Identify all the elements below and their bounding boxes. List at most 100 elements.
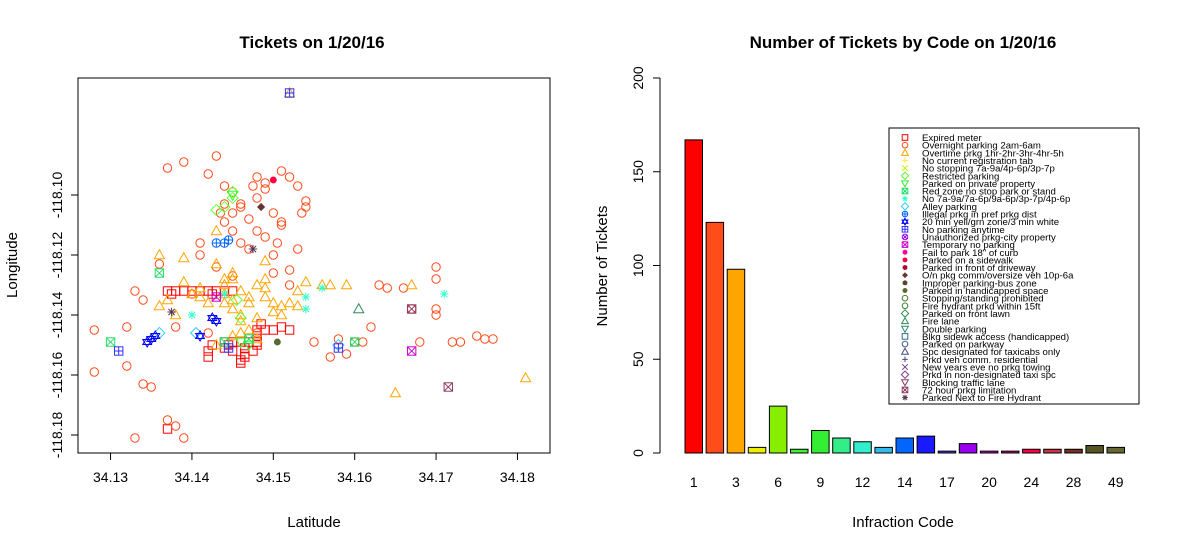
scatter-point (105, 337, 116, 347)
legend-entry: New years eve no prkg towing (922, 363, 1051, 374)
legend-marker (902, 257, 908, 263)
bar-14 (895, 437, 914, 454)
scatter-point (227, 208, 238, 218)
legend-entry: Illegal prkg in pref prkg dist (922, 210, 1037, 221)
scatter-point (431, 274, 441, 284)
bar-y-axis: 0 50 100 150 200 (630, 66, 661, 457)
legend-marker (901, 333, 909, 340)
scatter-point (154, 259, 165, 269)
legend-marker (901, 340, 909, 348)
y-tick-label: 50 (630, 351, 646, 367)
scatter-point (259, 272, 272, 284)
bar-x-label: Infraction Code (852, 514, 954, 531)
x-tick-label: 34.13 (93, 469, 128, 485)
scatter-point (130, 286, 140, 296)
bar-13 (874, 446, 893, 454)
scatter-point (195, 238, 205, 248)
scatter-point (252, 193, 262, 203)
legend-marker (901, 241, 909, 248)
scatter-point (179, 286, 189, 296)
x-tick-label: 24 (1024, 474, 1040, 490)
scatter-point (218, 200, 231, 214)
scatter-point (177, 275, 190, 287)
scatter-point (179, 157, 189, 167)
bar-12 (853, 441, 872, 454)
scatter-point (291, 299, 304, 311)
legend-entry: Fail to park 18" of curb (922, 248, 1018, 259)
scatter-point (488, 334, 498, 344)
scatter-point (406, 346, 417, 356)
scatter-point (146, 382, 156, 392)
scatter-point (167, 307, 176, 317)
scatter-point (227, 226, 238, 236)
bar-chart: Number of Tickets by Code on 1/20/16 0 50… (594, 33, 1140, 531)
legend-entry: Expired meter (922, 133, 983, 144)
legend-entry: Double parking (922, 324, 987, 335)
legend-marker (900, 202, 910, 211)
legend-entry: Blocking traffic lane (922, 378, 1005, 389)
scatter-point (293, 181, 303, 191)
scatter-point (406, 304, 417, 314)
scatter-point (211, 238, 222, 248)
scatter-point (268, 268, 279, 278)
bar-20 (979, 450, 999, 454)
scatter-point (219, 217, 230, 227)
scatter-point (248, 244, 258, 254)
scatter-point (215, 208, 226, 218)
legend-entry: Prkd in non-designated taxi spc (922, 370, 1056, 381)
scatter-point (210, 257, 223, 269)
bar-2 (705, 221, 725, 454)
scatter-point (269, 176, 277, 184)
scatter-point (267, 305, 280, 317)
scatter-point (252, 172, 262, 182)
scatter-point (447, 337, 458, 347)
legend-entry: Parked on parkway (922, 340, 1004, 351)
legend-marker (902, 272, 908, 279)
scatter-point (472, 331, 482, 341)
legend-marker (901, 226, 909, 233)
legend-marker (901, 386, 909, 394)
legend-entry: Red zone no stop park or stand (922, 187, 1056, 198)
legend-marker (901, 164, 909, 172)
legend-entry: Fire lane (922, 317, 959, 328)
bar-18 (958, 443, 978, 454)
scatter-point (257, 202, 266, 212)
scatter-point (211, 151, 222, 161)
legend-entry: Parked on private property (922, 179, 1035, 190)
scatter-point (297, 208, 307, 218)
scatter-point (226, 302, 239, 314)
x-tick-label: 1 (690, 474, 698, 490)
bar-28 (1064, 448, 1083, 454)
scatter-point (272, 238, 283, 248)
legend-marker (900, 370, 910, 379)
scatter-point (153, 248, 166, 260)
legend-marker (902, 265, 908, 271)
legend-marker (902, 195, 908, 202)
scatter-point (260, 178, 270, 188)
scatter-chart: Tickets on 1/20/16 34.13 34.14 34.15 34.16 3… (4, 33, 551, 531)
scatter-point (284, 265, 295, 275)
legend-entry: Prkd veh comm. residential (922, 355, 1038, 366)
scatter-point (276, 217, 287, 227)
legend-marker (901, 233, 909, 241)
legend-marker (900, 148, 910, 156)
scatter-point (299, 275, 312, 287)
scatter-point (301, 202, 311, 212)
bar-title: Number of Tickets by Code on 1/20/16 (750, 33, 1057, 52)
scatter-point (170, 322, 181, 332)
legend-entry: Parked on a sidewalk (922, 255, 1013, 266)
legend-entry: Parked on front lawn (922, 309, 1010, 320)
legend-entry: Blkg sidewk access (handicapped) (922, 332, 1069, 343)
scatter-point (301, 196, 311, 206)
scatter-point (210, 338, 223, 350)
scatter-point (177, 251, 190, 263)
y-tick-label: 150 (630, 160, 646, 184)
scatter-point (206, 311, 218, 325)
bar-24 (1022, 448, 1041, 454)
scatter-point (309, 337, 319, 347)
scatter-point (252, 340, 262, 350)
scatter-point (276, 166, 287, 176)
legend-marker (901, 302, 909, 310)
scatter-point (170, 421, 181, 431)
x-tick-label: 20 (981, 474, 997, 490)
